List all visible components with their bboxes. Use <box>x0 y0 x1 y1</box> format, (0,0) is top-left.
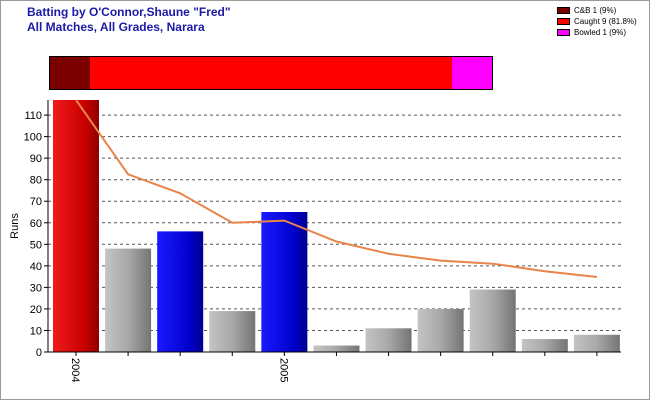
y-tick-label-30: 30 <box>30 282 42 294</box>
legend-swatch-bowled <box>557 29 570 36</box>
legend-item-bowled: Bowled 1 (9%) <box>557 27 637 38</box>
legend-swatch-caught <box>557 18 570 25</box>
bar-3 <box>157 231 204 352</box>
legend-item-caught: Caught 9 (81.8%) <box>557 16 637 27</box>
bar-6 <box>313 345 360 352</box>
bar-1 <box>53 100 99 352</box>
chart-title: Batting by O'Connor,Shaune "Fred" <box>27 5 231 19</box>
dismissal-segment-cb <box>50 57 91 89</box>
bar-8 <box>417 308 464 352</box>
dismissal-segment-bowled <box>451 57 492 89</box>
y-tick-label-10: 10 <box>30 325 42 337</box>
y-tick-label-110: 110 <box>24 110 42 122</box>
bar-5 <box>261 212 308 352</box>
dismissal-segment-caught <box>90 57 452 89</box>
bar-2 <box>105 248 152 352</box>
legend-label-bowled: Bowled 1 (9%) <box>574 28 627 37</box>
bar-10 <box>521 339 568 352</box>
average-line <box>75 99 598 279</box>
x-tick-label-2005: 2005 <box>277 358 289 382</box>
x-tick-label-2004: 2004 <box>69 358 81 382</box>
legend: C&B 1 (9%) Caught 9 (81.8%) Bowled 1 (9%… <box>557 5 637 38</box>
bar-7 <box>365 328 412 352</box>
dismissal-breakdown-bar <box>49 56 493 90</box>
legend-item-cb: C&B 1 (9%) <box>557 5 637 16</box>
bar-4 <box>209 311 256 352</box>
y-tick-label-40: 40 <box>30 261 42 273</box>
bar-9 <box>469 289 516 352</box>
legend-label-cb: C&B 1 (9%) <box>574 6 617 15</box>
y-tick-label-90: 90 <box>30 153 42 165</box>
y-tick-label-20: 20 <box>30 304 42 316</box>
legend-label-caught: Caught 9 (81.8%) <box>574 17 637 26</box>
legend-swatch-cb <box>557 7 570 14</box>
bar-11 <box>573 334 620 352</box>
chart-subtitle: All Matches, All Grades, Narara <box>27 20 205 34</box>
y-tick-label-70: 70 <box>30 196 42 208</box>
y-tick-label-60: 60 <box>30 218 42 230</box>
y-tick-label-0: 0 <box>36 347 42 359</box>
y-tick-label-80: 80 <box>30 175 42 187</box>
y-tick-label-50: 50 <box>30 239 42 251</box>
y-tick-label-100: 100 <box>24 132 42 144</box>
y-axis-title: Runs <box>9 213 21 239</box>
